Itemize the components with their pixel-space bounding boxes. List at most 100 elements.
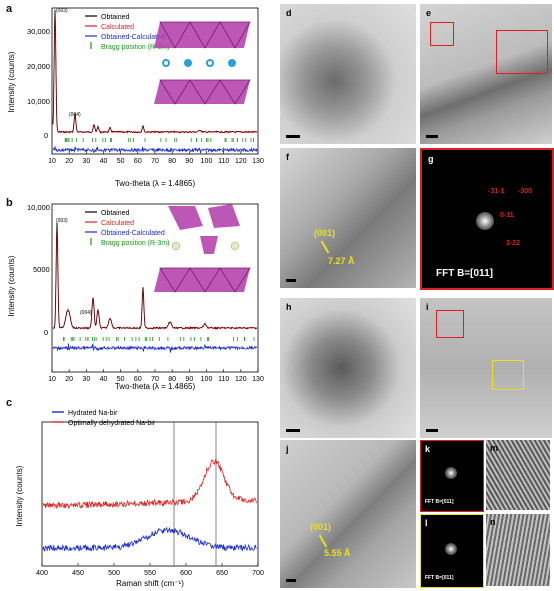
spacing-arrow (320, 240, 330, 254)
x-tick-label: 90 (185, 158, 193, 165)
panel-b-ylabel: Intensity (counts) (7, 255, 16, 316)
x-tick-label: 40 (100, 376, 108, 383)
x-tick-label: 500 (108, 570, 120, 577)
x-tick-label: 50 (117, 376, 125, 383)
panel-l-letter: l (425, 518, 428, 528)
legend-difference: Obtained-Calculated (101, 34, 165, 41)
panel-b-plot: Intensity (counts) 10,000 5000 0 10 20 30 4… (7, 203, 264, 391)
panel-m-lattice: m (486, 440, 550, 510)
panel-a-peak-label-top: (003) (56, 8, 68, 14)
difference-trace (52, 146, 258, 154)
x-tick-label: 30 (82, 376, 90, 383)
x-tick-label: 60 (134, 158, 142, 165)
panel-b-crystal-structure (154, 204, 251, 293)
panel-a-ylabel: Intensity (counts) (7, 51, 16, 112)
region-box-yellow (492, 360, 524, 390)
panel-c-ylabel: Intensity (counts) (15, 465, 24, 526)
x-tick-label: 60 (134, 376, 142, 383)
x-tick-label: 700 (252, 570, 264, 577)
panel-k-letter: k (425, 444, 431, 454)
panel-a-letter: a (6, 3, 13, 15)
x-tick-label: 450 (72, 570, 84, 577)
dehydrated-trace (42, 458, 257, 510)
panel-b-peak-label-top: (003) (56, 218, 68, 224)
x-tick-label: 80 (168, 158, 176, 165)
x-tick-label: 40 (100, 158, 108, 165)
legend-bragg: Bragg position (R-3m) (101, 240, 169, 247)
panel-b-letter: b (6, 197, 13, 209)
x-tick-label: 650 (216, 570, 228, 577)
fft-center-spot (476, 212, 494, 230)
panel-f-image: f (001) 7.27 Å (280, 148, 416, 288)
scale-bar (286, 279, 296, 282)
panel-b-ytick: 5000 (33, 265, 50, 274)
obtained-trace (52, 9, 258, 134)
fft-center-spot (445, 543, 457, 555)
spacing-arrow (318, 534, 328, 548)
panel-a-ytick: 20,000 (27, 62, 50, 71)
panel-h-letter: h (286, 302, 292, 312)
fft-spot-label: -300 (518, 188, 533, 195)
legend-calculated: Calculated (101, 24, 134, 31)
legend-calculated: Calculated (101, 220, 134, 227)
legend-difference: Obtained-Calculated (101, 230, 165, 237)
legend-hydrated: Hydrated Na-bir (68, 410, 118, 417)
panel-b-peak-label: (004) (80, 310, 92, 316)
scale-bar (286, 135, 300, 138)
panel-f-spacing: 7.27 Å (328, 256, 355, 266)
panel-i-image: i (420, 298, 552, 438)
panel-a-plot: Intensity (counts) 30,000 20,000 10,000 … (7, 7, 264, 188)
x-tick-label: 10 (48, 376, 56, 383)
panel-a-ytick: 0 (44, 131, 48, 140)
x-tick-label: 100 (201, 376, 213, 383)
x-tick-label: 400 (36, 570, 48, 577)
fft-spot-label: -31-1 (488, 188, 505, 195)
legend-obtained: Obtained (101, 14, 130, 21)
obtained-trace (52, 222, 258, 330)
panel-b-xlabel: Two-theta (λ = 1.4865) (115, 382, 196, 391)
panel-l-caption: FFT B=[011] (425, 575, 454, 581)
region-box-red (496, 30, 548, 74)
panel-l-fft: l FFT B=[011] (420, 514, 484, 588)
x-tick-label: 100 (201, 158, 213, 165)
panel-n-letter: n (490, 517, 496, 527)
panel-b-legend: Obtained Calculated Obtained-Calculated … (85, 210, 169, 247)
panel-j-spacing: 5.55 Å (324, 548, 351, 558)
panel-e-letter: e (426, 8, 432, 18)
panel-m-letter: m (490, 443, 499, 453)
panel-d-image: d (280, 4, 416, 144)
x-tick-label: 110 (218, 376, 229, 383)
panel-f-letter: f (286, 152, 289, 162)
panel-g-letter: g (428, 154, 434, 164)
x-tick-label: 600 (180, 570, 192, 577)
panel-n-lattice: n (486, 514, 550, 586)
x-tick-label: 30 (82, 158, 90, 165)
panel-c-frame (41, 421, 259, 567)
x-tick-label: 110 (218, 158, 229, 165)
panel-a-peak-label: (004) (69, 112, 81, 118)
x-tick-label: 130 (252, 158, 264, 165)
panel-h-image: h (280, 298, 416, 438)
panel-a-xlabel: Two-theta (λ = 1.4865) (115, 179, 196, 188)
panel-g-fft: g -31-1 -300 0-11 3-22 FFT B=[011] (420, 148, 554, 290)
panel-k-fft: k FFT B=[011] (420, 440, 484, 512)
panel-c-xlabel: Raman shift (cm⁻¹) (116, 579, 184, 588)
panel-d-letter: d (286, 8, 292, 18)
hydrated-trace (42, 526, 257, 552)
scale-bar (286, 429, 300, 432)
panel-e-image: e (420, 4, 552, 144)
scale-bar (426, 135, 438, 138)
x-tick-label: 90 (185, 376, 193, 383)
panel-a-legend: Obtained Calculated Obtained-Calculated … (85, 14, 169, 51)
region-box-red (436, 310, 464, 338)
x-tick-label: 120 (235, 376, 247, 383)
x-tick-label: 130 (252, 376, 264, 383)
x-tick-label: 10 (48, 158, 56, 165)
x-tick-label: 20 (65, 158, 73, 165)
fft-center-spot (445, 467, 457, 479)
panel-b-ytick: 0 (44, 328, 48, 337)
fft-spot-label: 3-22 (506, 240, 521, 247)
x-tick-label: 550 (144, 570, 156, 577)
panel-a-ytick: 30,000 (27, 27, 50, 36)
panel-i-letter: i (426, 302, 429, 312)
